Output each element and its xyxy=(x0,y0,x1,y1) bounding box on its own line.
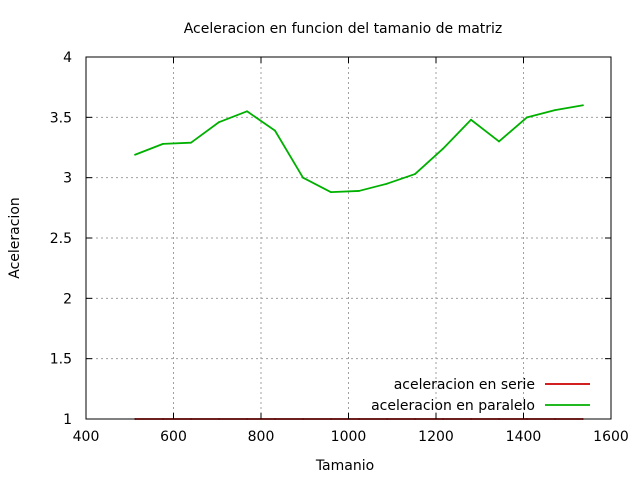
legend-label: aceleracion en paralelo xyxy=(371,398,535,414)
series-layer xyxy=(134,104,584,420)
data-point xyxy=(414,173,416,175)
ticks xyxy=(85,56,612,420)
chart-title: Aceleracion en funcion del tamanio de ma… xyxy=(184,21,503,37)
y-tick-label: 1.5 xyxy=(50,352,72,368)
y-axis-label: Aceleracion xyxy=(7,197,23,279)
data-point xyxy=(190,141,192,144)
data-point xyxy=(330,191,332,194)
data-point xyxy=(358,190,360,192)
data-point xyxy=(134,153,136,156)
data-point xyxy=(582,104,584,107)
y-tick-label: 3 xyxy=(63,171,72,187)
data-point xyxy=(218,121,220,124)
legend-label: aceleracion en serie xyxy=(394,377,535,393)
x-tick-label: 600 xyxy=(160,429,187,445)
y-tick-label: 2.5 xyxy=(50,231,72,247)
data-point xyxy=(442,147,444,150)
x-tick-label: 800 xyxy=(248,429,275,445)
y-tick-label: 3.5 xyxy=(50,110,72,126)
x-tick-label: 400 xyxy=(73,429,100,445)
y-tick-label: 4 xyxy=(63,50,72,66)
data-point xyxy=(526,116,528,119)
x-tick-label: 1600 xyxy=(593,429,629,445)
data-point xyxy=(498,140,500,143)
data-point xyxy=(162,142,164,145)
series-line-2 xyxy=(134,104,584,194)
y-tick-label: 2 xyxy=(63,291,72,307)
grid xyxy=(86,57,611,419)
data-point xyxy=(470,118,472,121)
data-point xyxy=(554,109,556,111)
legend: aceleracion en serie aceleracion en paral… xyxy=(371,377,590,414)
data-point xyxy=(386,182,388,185)
y-tick-label: 1 xyxy=(63,412,72,428)
x-tick-label: 1000 xyxy=(331,429,367,445)
x-tick-label: 1400 xyxy=(506,429,542,445)
data-point xyxy=(274,129,276,132)
x-tick-label: 1200 xyxy=(418,429,454,445)
x-axis-label: Tamanio xyxy=(315,458,374,474)
tick-labels: 400 600 800 1000 1200 1400 1600 1 1.5 2 2.5 3 3.5 4 xyxy=(50,50,629,445)
data-point xyxy=(302,176,304,179)
data-point xyxy=(246,110,248,113)
